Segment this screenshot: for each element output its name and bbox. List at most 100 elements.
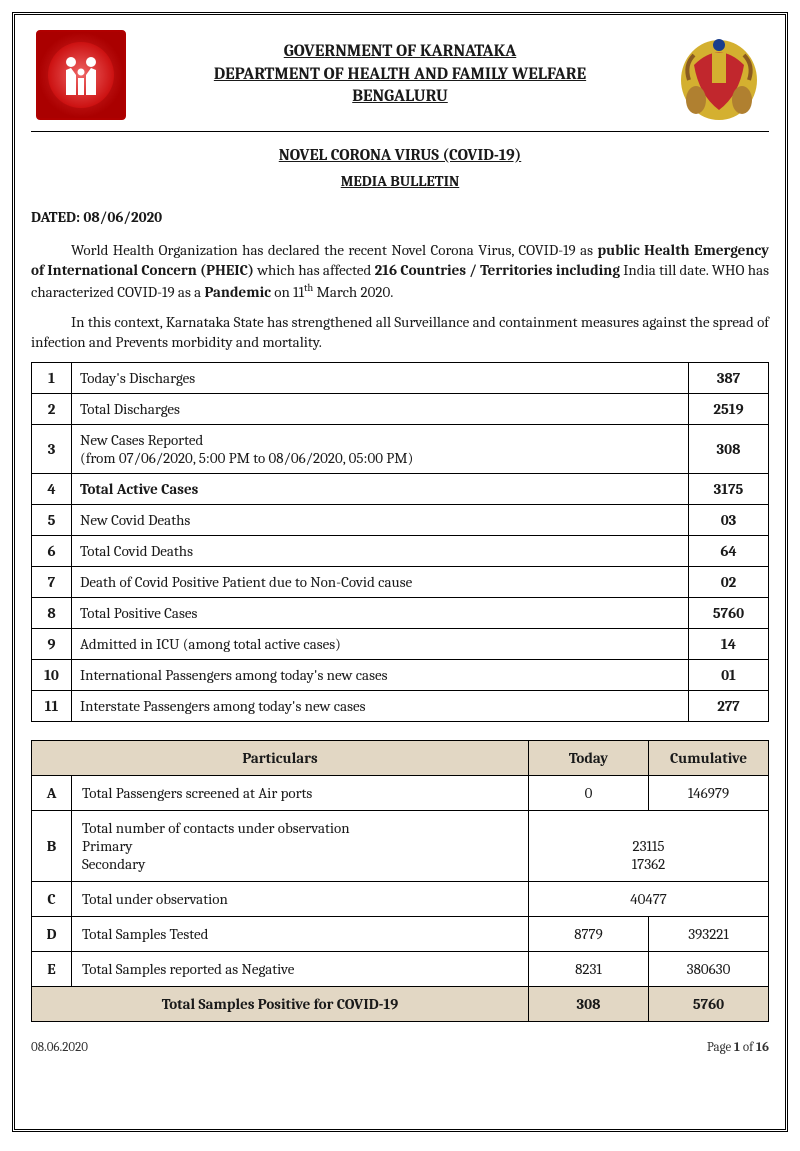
p1-g: on 11 xyxy=(271,283,304,301)
row-a-label: Total Passengers screened at Air ports xyxy=(72,776,529,811)
stats-value: 02 xyxy=(689,567,769,598)
row-e-idx: E xyxy=(32,952,72,987)
row-c-idx: C xyxy=(32,882,72,917)
nhm-logo xyxy=(31,30,131,120)
p1-d: 216 Countries / Territories including xyxy=(375,261,620,279)
stats-value: 277 xyxy=(689,691,769,722)
row-d-cum: 393221 xyxy=(649,917,769,952)
stats-label: Total Positive Cases xyxy=(72,598,689,629)
stats-value: 01 xyxy=(689,660,769,691)
stats-idx: 11 xyxy=(32,691,72,722)
stats-label: Today's Discharges xyxy=(72,363,689,394)
stats-label: New Covid Deaths xyxy=(72,505,689,536)
footer-date: 08.06.2020 xyxy=(31,1040,88,1055)
page-mid: of xyxy=(740,1040,756,1055)
row-d-label: Total Samples Tested xyxy=(72,917,529,952)
stats-row: 3New Cases Reported(from 07/06/2020, 5:0… xyxy=(32,425,769,474)
stats-row: 6Total Covid Deaths64 xyxy=(32,536,769,567)
stats-row: 4Total Active Cases3175 xyxy=(32,474,769,505)
stats-label: Total Active Cases xyxy=(72,474,689,505)
row-a: A Total Passengers screened at Air ports… xyxy=(32,776,769,811)
p1-c: which has affected xyxy=(254,261,375,279)
dated-label: DATED: 08/06/2020 xyxy=(31,208,769,226)
th-particulars: Particulars xyxy=(32,741,529,776)
row-d-today: 8779 xyxy=(529,917,649,952)
stats-label: New Cases Reported(from 07/06/2020, 5:00… xyxy=(72,425,689,474)
p1-i: March 2020. xyxy=(313,283,393,301)
p1-a: World Health Organization has declared t… xyxy=(71,241,597,259)
stats-value: 3175 xyxy=(689,474,769,505)
row-c-label: Total under observation xyxy=(72,882,529,917)
row-c: C Total under observation 40477 xyxy=(32,882,769,917)
row-b: B Total number of contacts under observa… xyxy=(32,811,769,882)
doc-subtitle: NOVEL CORONA VIRUS (COVID-19) xyxy=(31,146,769,164)
stats-idx: 5 xyxy=(32,505,72,536)
page-prefix: Page xyxy=(707,1040,734,1055)
row-total-label: Total Samples Positive for COVID-19 xyxy=(32,987,529,1022)
stats-idx: 7 xyxy=(32,567,72,598)
row-c-val: 40477 xyxy=(529,882,769,917)
stats-idx: 6 xyxy=(32,536,72,567)
stats-row: 10International Passengers among today's… xyxy=(32,660,769,691)
header-line2: DEPARTMENT OF HEALTH AND FAMILY WELFARE xyxy=(131,64,669,87)
stats-row: 1Today's Discharges387 xyxy=(32,363,769,394)
particulars-table: Particulars Today Cumulative A Total Pas… xyxy=(31,740,769,1022)
paragraph-2: In this context, Karnataka State has str… xyxy=(31,312,769,353)
row-total-cum: 5760 xyxy=(649,987,769,1022)
row-a-cum: 146979 xyxy=(649,776,769,811)
stats-idx: 1 xyxy=(32,363,72,394)
stats-idx: 2 xyxy=(32,394,72,425)
row-a-idx: A xyxy=(32,776,72,811)
th-today: Today xyxy=(529,741,649,776)
stats-value: 387 xyxy=(689,363,769,394)
page-total: 16 xyxy=(756,1040,769,1055)
row-b-vals: 23115 17362 xyxy=(529,811,769,882)
stats-row: 2Total Discharges2519 xyxy=(32,394,769,425)
row-b-v1: 23115 xyxy=(539,837,758,855)
stats-row: 5New Covid Deaths03 xyxy=(32,505,769,536)
stats-idx: 8 xyxy=(32,598,72,629)
row-b-label: Total number of contacts under observati… xyxy=(72,811,529,882)
stats-idx: 4 xyxy=(32,474,72,505)
row-total-today: 308 xyxy=(529,987,649,1022)
stats-idx: 3 xyxy=(32,425,72,474)
state-emblem xyxy=(669,25,769,125)
row-d-idx: D xyxy=(32,917,72,952)
row-b-l1: Total number of contacts under observati… xyxy=(82,819,518,837)
header-row: GOVERNMENT OF KARNATAKA DEPARTMENT OF HE… xyxy=(31,25,769,132)
stats-idx: 9 xyxy=(32,629,72,660)
row-b-l3: Secondary xyxy=(82,855,518,873)
stats-value: 03 xyxy=(689,505,769,536)
paragraph-1: World Health Organization has declared t… xyxy=(31,240,769,302)
stats-row: 11Interstate Passengers among today's ne… xyxy=(32,691,769,722)
stats-value: 64 xyxy=(689,536,769,567)
stats-label: Admitted in ICU (among total active case… xyxy=(72,629,689,660)
stats-label: Death of Covid Positive Patient due to N… xyxy=(72,567,689,598)
stats-label: Total Discharges xyxy=(72,394,689,425)
p1-f: Pandemic xyxy=(205,283,271,301)
header-line3: BENGALURU xyxy=(131,86,669,109)
header-line1: GOVERNMENT OF KARNATAKA xyxy=(131,41,669,64)
footer-page: Page 1 of 16 xyxy=(707,1040,769,1055)
row-e-cum: 380630 xyxy=(649,952,769,987)
stats-table: 1Today's Discharges3872Total Discharges2… xyxy=(31,362,769,722)
row-a-today: 0 xyxy=(529,776,649,811)
doc-subtitle2: MEDIA BULLETIN xyxy=(31,172,769,190)
stats-value: 14 xyxy=(689,629,769,660)
stats-row: 9Admitted in ICU (among total active cas… xyxy=(32,629,769,660)
stats-value: 2519 xyxy=(689,394,769,425)
stats-label: Interstate Passengers among today's new … xyxy=(72,691,689,722)
page-frame: GOVERNMENT OF KARNATAKA DEPARTMENT OF HE… xyxy=(12,12,788,1132)
stats-label: Total Covid Deaths xyxy=(72,536,689,567)
row-b-l2: Primary xyxy=(82,837,518,855)
row-b-v2: 17362 xyxy=(539,855,758,873)
row-total: Total Samples Positive for COVID-19 308 … xyxy=(32,987,769,1022)
stats-value: 5760 xyxy=(689,598,769,629)
stats-value: 308 xyxy=(689,425,769,474)
stats-idx: 10 xyxy=(32,660,72,691)
row-e-today: 8231 xyxy=(529,952,649,987)
row-d: D Total Samples Tested 8779 393221 xyxy=(32,917,769,952)
stats-label: International Passengers among today's n… xyxy=(72,660,689,691)
th-cumulative: Cumulative xyxy=(649,741,769,776)
footer: 08.06.2020 Page 1 of 16 xyxy=(31,1040,769,1055)
